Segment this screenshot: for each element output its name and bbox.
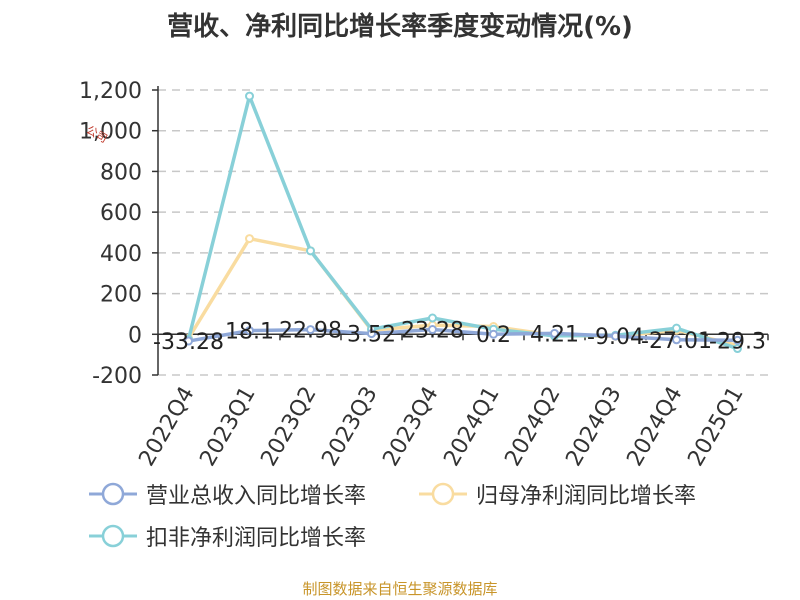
gridlines [158, 89, 768, 376]
y-axis: -200 0 200 400 600 800 1,000 1,200 [79, 79, 159, 389]
legend-label: 归母净利润同比增长率 [476, 484, 697, 509]
data-label: -27.01 [641, 329, 712, 354]
data-label: 3.52 [347, 323, 396, 348]
legend-item[interactable]: 归母净利润同比增长率 [418, 478, 696, 510]
y-tick-label: 400 [100, 242, 142, 267]
x-tick-label: 2025Q1 [683, 383, 748, 471]
y-tick-label: 1,000 [79, 120, 142, 145]
x-tick-label: 2024Q4 [622, 383, 687, 471]
y-tick-label: 1,200 [79, 79, 142, 104]
series-line [188, 327, 738, 343]
data-point [733, 344, 742, 354]
data-point [611, 331, 620, 341]
data-labels: -33.28 18.1 22.98 3.52 23.28 0.2 4.21 -9.04-27.… [153, 319, 766, 356]
y-tick-label: 600 [100, 201, 142, 226]
data-label: -33.28 [153, 330, 224, 355]
x-tick-label: 2023Q1 [195, 383, 260, 471]
data-point [306, 246, 315, 256]
data-label: 22.98 [279, 319, 342, 344]
y-tick-label: 200 [100, 283, 142, 308]
legend-symbol-icon [89, 482, 137, 506]
data-label: 0.2 [476, 323, 511, 348]
legend-symbol-icon [419, 482, 467, 506]
data-point [489, 329, 498, 339]
source-note: 制图数据来自恒生聚源数据库 [302, 580, 498, 598]
x-tick-label: 2024Q2 [500, 383, 565, 471]
x-tick-label: 2023Q3 [317, 383, 382, 471]
y-tick-label: 0 [128, 323, 142, 348]
data-label: -29.3 [709, 329, 766, 354]
x-axis: 2022Q42023Q12023Q22023Q32023Q42024Q12024… [134, 333, 769, 471]
legend-label: 营业总收入同比增长率 [146, 484, 367, 509]
data-point [245, 326, 254, 336]
x-tick-label: 2024Q1 [439, 383, 504, 471]
data-label: 4.21 [530, 322, 579, 347]
legend-item[interactable]: 营业总收入同比增长率 [88, 478, 366, 510]
data-label: 23.28 [401, 319, 464, 344]
data-label: -9.04 [587, 325, 644, 350]
data-point [672, 335, 681, 345]
x-tick-label: 2024Q3 [561, 383, 626, 471]
data-point [672, 323, 681, 333]
data-point [428, 313, 437, 323]
data-point [184, 336, 193, 346]
data-point [550, 328, 559, 338]
data-point [306, 325, 315, 335]
chart-title: 营收、净利同比增长率季度变动情况(%) [167, 12, 633, 42]
legend-symbol-icon [89, 524, 137, 548]
data-point [245, 234, 254, 244]
series-lines [184, 91, 742, 354]
x-tick-label: 2023Q2 [256, 383, 321, 471]
x-tick-label: 2023Q4 [378, 383, 443, 471]
series-line [186, 94, 739, 351]
data-label: 18.1 [225, 320, 274, 345]
legend-label: 扣非净利润同比增长率 [146, 526, 367, 551]
data-point [367, 329, 376, 339]
data-point [428, 325, 437, 335]
y-tick-label: 800 [100, 160, 142, 185]
data-point [733, 335, 742, 345]
x-tick-label: 2022Q4 [134, 383, 199, 471]
data-point [245, 91, 254, 101]
legend-item[interactable]: 扣非净利润同比增长率 [88, 520, 366, 552]
y-tick-label: -200 [92, 364, 142, 389]
